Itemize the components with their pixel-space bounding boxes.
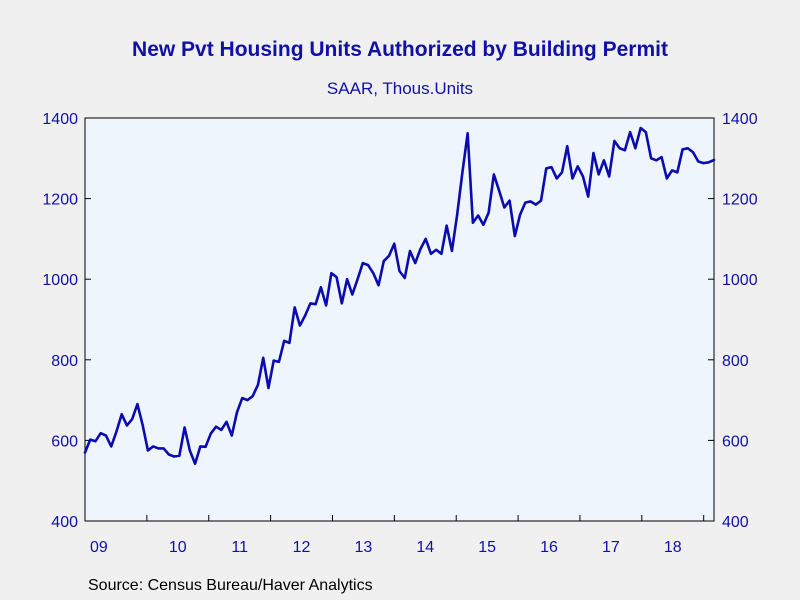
chart-title: New Pvt Housing Units Authorized by Buil… — [132, 38, 668, 61]
plot-area — [84, 117, 715, 522]
x-tick-label: 15 — [478, 539, 496, 556]
y-tick-label-right: 1400 — [722, 111, 758, 128]
y-tick-label-left: 1200 — [42, 192, 78, 209]
y-tick-label-left: 1000 — [42, 272, 78, 289]
x-tick-label: 16 — [540, 539, 558, 556]
y-tick-label-right: 800 — [722, 353, 749, 370]
chart-subtitle: SAAR, Thous.Units — [326, 79, 474, 98]
y-tick-label-right: 1200 — [722, 192, 758, 209]
x-tick-label: 12 — [293, 539, 311, 556]
series-line — [83, 126, 716, 466]
y-tick-label-right: 600 — [722, 433, 749, 450]
x-tick-label: 18 — [664, 539, 682, 556]
x-tick-label: 09 — [90, 539, 108, 556]
y-tick-label-left: 800 — [51, 353, 78, 370]
x-tick-label: 17 — [602, 539, 620, 556]
x-tick-label: 11 — [231, 539, 248, 556]
source-note: Source: Census Bureau/Haver Analytics — [88, 577, 373, 594]
x-tick-label: 14 — [416, 539, 434, 556]
y-tick-label-left: 1400 — [42, 111, 78, 128]
y-tick-label-right: 400 — [722, 514, 749, 531]
x-tick-label: 13 — [355, 539, 373, 556]
y-tick-label-left: 600 — [51, 433, 78, 450]
y-tick-label-right: 1000 — [722, 272, 758, 289]
x-tick-label: 10 — [169, 539, 187, 556]
y-tick-label-left: 400 — [51, 514, 78, 531]
